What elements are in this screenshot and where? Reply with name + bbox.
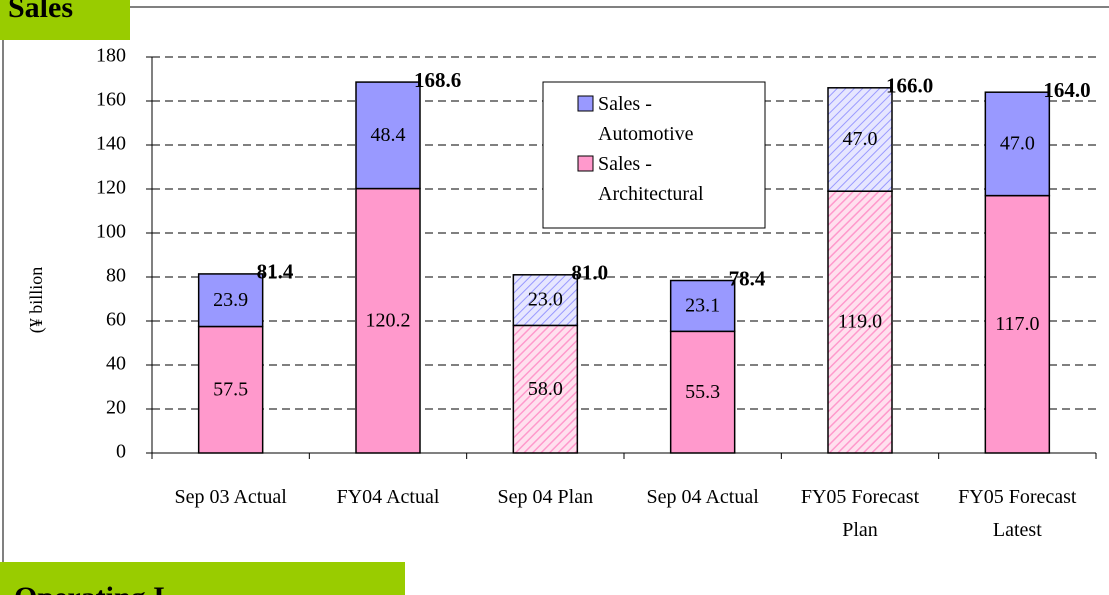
x-tick-label-box: FY05 Forecast Latest (958, 486, 1077, 541)
total-label: 166.0 (886, 74, 933, 98)
legend-label-box: Sales - Automotive (598, 93, 694, 145)
next-title: Operating I (14, 581, 165, 595)
bar-segment (984, 91, 1051, 197)
bar-segment (355, 81, 421, 190)
value-label: 120.2 (366, 309, 411, 331)
y-tick-label: 40 (106, 353, 126, 375)
value-label: 57.5 (213, 378, 248, 400)
bar-segment (669, 279, 736, 333)
title-box (0, 0, 130, 40)
x-tick-label-box: Sep 04 Actual (646, 486, 759, 508)
y-tick-label: 20 (106, 397, 126, 419)
value-label: 48.4 (371, 124, 406, 146)
bar-segment (512, 324, 579, 454)
bar-segment (512, 274, 579, 327)
y-tick-label: 60 (106, 309, 126, 331)
y-tick-label: 80 (106, 265, 126, 287)
x-tick-label: FY05 Forecast Plan (800, 486, 920, 541)
x-tick-label: FY05 Forecast Latest (958, 486, 1077, 541)
bar-segment (355, 187, 421, 454)
value-label: 58.0 (528, 378, 563, 400)
y-tick-label: 180 (96, 45, 126, 67)
y-axis-label: (¥ billion (26, 267, 47, 334)
total-label: 81.0 (571, 261, 608, 285)
y-tick-label: 100 (96, 221, 126, 243)
legend-label: Sales - Automotive (598, 93, 694, 145)
legend-label-box: Sales - Architectural (598, 153, 704, 205)
legend-swatch (577, 155, 594, 172)
y-tick-label: 160 (96, 89, 126, 111)
legend-swatch (577, 95, 594, 112)
total-label: 168.6 (414, 68, 461, 92)
next-title-box (0, 562, 405, 595)
value-label: 23.0 (528, 289, 563, 311)
y-tick-label: 0 (116, 441, 126, 463)
bar-segment (197, 325, 264, 454)
bar-segment (984, 194, 1051, 454)
bar-segment (827, 87, 893, 192)
bar-segment (669, 330, 736, 454)
slide-title: Sales (8, 0, 73, 24)
value-label: 119.0 (838, 311, 882, 333)
x-tick-label-box: FY05 Forecast Plan (800, 486, 920, 541)
value-label: 47.0 (843, 128, 878, 150)
y-tick-label: 120 (96, 177, 126, 199)
x-tick-label: Sep 04 Actual (646, 486, 759, 508)
x-tick-label-box: FY04 Actual (336, 486, 440, 508)
value-label: 23.1 (685, 295, 720, 317)
x-tick-label-box: Sep 03 Actual (174, 486, 287, 508)
value-label: 47.0 (1000, 132, 1035, 154)
value-label: 23.9 (213, 289, 248, 311)
y-tick-label: 140 (96, 133, 126, 155)
x-tick-label-box: Sep 04 Plan (497, 486, 594, 508)
bar-segment (197, 273, 264, 328)
value-label: 117.0 (995, 313, 1039, 335)
x-tick-label: Sep 04 Plan (497, 486, 594, 508)
x-tick-label: Sep 03 Actual (174, 486, 287, 508)
total-label: 81.4 (257, 260, 294, 284)
legend-label: Sales - Architectural (598, 153, 704, 205)
total-label: 164.0 (1043, 78, 1090, 102)
total-label: 78.4 (729, 266, 766, 290)
value-label: 55.3 (685, 381, 720, 403)
x-tick-label: FY04 Actual (336, 486, 440, 508)
